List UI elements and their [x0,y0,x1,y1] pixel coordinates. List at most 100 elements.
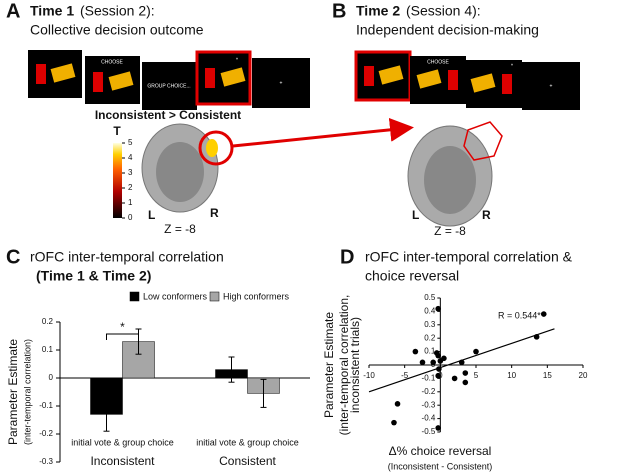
activation-blob [206,139,218,157]
y-tick-label: -0.3 [39,457,53,466]
roi-circle [198,130,234,166]
y-tick-label: -0.1 [422,374,436,383]
y-tick-label: 0.1 [42,345,54,354]
arrow [232,117,414,148]
x-tick-label: 20 [579,371,588,380]
colorbar-ticks: 0 1 2 3 4 5 [122,138,133,222]
y-axis-label: (inter-temporal correlation, [337,295,351,436]
scatter-point [473,348,479,355]
screen [28,50,82,98]
x-tick-label: 15 [543,371,552,380]
panel-letter: D [340,246,354,268]
screen-text: + [280,80,283,86]
x-axis-label: Δ% choice reversal [389,444,492,458]
chart-title: (Time 1 & Time 2) [36,268,151,284]
slice-label: Z = -8 [434,224,466,238]
scatter-point [533,334,540,340]
screen: * [466,60,522,108]
panel-letter: C [6,246,20,268]
panel-letter: B [332,0,346,22]
panel-b: B Time 2 (Session 4): Independent decisi… [332,0,580,238]
x-tick-label: -5 [401,371,409,380]
y-tick-label: -0.1 [39,401,53,410]
y-tick-label: 0 [49,373,54,382]
group-label: Consistent [219,454,276,468]
y-tick-label: 0.2 [42,317,54,326]
scatter-point [435,425,441,431]
scatter-point [435,305,441,312]
screen: * [195,50,252,106]
y-tick-label: -0.2 [422,387,436,396]
scatter-point [436,366,442,372]
legend-label: High conformers [223,291,290,301]
x-tick-label: 5 [474,371,479,380]
chart-title: rOFC inter-temporal correlation [30,249,224,265]
x-tick-label: initial vote & group choice [196,437,299,447]
panel-title: Time 2 [356,3,400,19]
y-tick-label: 0.2 [424,333,436,342]
colorbar-tick-label: 0 [128,213,133,222]
brain-side: L [412,208,419,222]
roi-outline [463,121,503,161]
screen-text: GROUP CHOICE... [147,83,190,89]
colorbar-tick-label: 2 [128,183,133,192]
y-tick-label: 0.3 [424,320,436,329]
screen [354,50,412,102]
screen-text: * [236,57,238,63]
panel-subtitle: Collective decision outcome [30,22,204,38]
scatter-point [458,359,465,366]
scatter-point [462,370,469,376]
x-tick-label: initial vote & group choice [71,437,174,447]
brain-side: R [482,208,491,222]
colorbar-tick-label: 3 [128,168,133,177]
colorbar-tick-label: 5 [128,138,133,147]
x-axis-label: (Inconsistent - Consistent) [388,461,493,471]
brain-side: L [148,208,155,222]
colorbar-tick-label: 4 [128,153,133,162]
scatter-point [462,379,469,386]
y-tick-label: 0.5 [424,293,436,302]
scatter-point [391,419,397,426]
panel-subtitle: Independent decision-making [356,22,539,38]
legend-label: Low conformers [143,291,208,301]
brain-side: R [210,206,219,220]
y-axis-label: Parameter Estimate [6,339,20,445]
slice-label: Z = -8 [164,222,196,236]
scatter-point [451,375,458,382]
chart-title: rOFC inter-temporal correlation & [365,249,573,265]
screen: GROUP CHOICE... [142,62,197,110]
scatter-point [412,348,419,355]
y-tick-label: -0.3 [422,400,436,409]
x-tick-label: 10 [507,371,516,380]
screen-text: + [550,83,553,89]
screen: CHOOSE [410,56,466,104]
colorbar-label: T [113,124,121,138]
group-label: Inconsistent [90,454,155,468]
y-tick-label: 0.4 [424,307,436,316]
scatter-point [441,355,447,362]
x-tick-label: -10 [363,371,375,380]
legend-swatch [209,291,220,302]
panel-title: Time 1 [30,3,74,19]
colorbar [113,143,122,218]
panel-a: A Time 1 (Session 2): Collective decisio… [6,0,414,236]
significance-label: * [120,320,125,334]
contrast-label: Inconsistent > Consistent [95,108,241,122]
panel-title-note: (Session 4): [406,3,481,19]
scatter-point [435,352,441,359]
y-tick-label: -0.5 [422,427,436,436]
y-axis-label: Parameter Estimate [322,312,336,418]
significance-bracket [106,333,139,340]
brain-detail [156,142,204,202]
screen-text: * [511,63,513,69]
chart-title: choice reversal [365,268,459,284]
brain-detail [424,146,476,214]
scatter-point [540,311,547,317]
annotation: R = 0.544* [498,310,541,320]
panel-letter: A [6,0,20,22]
legend-swatch [129,291,140,302]
y-axis-label: inconsistent trials) [348,317,362,413]
scatter-point [430,359,437,366]
